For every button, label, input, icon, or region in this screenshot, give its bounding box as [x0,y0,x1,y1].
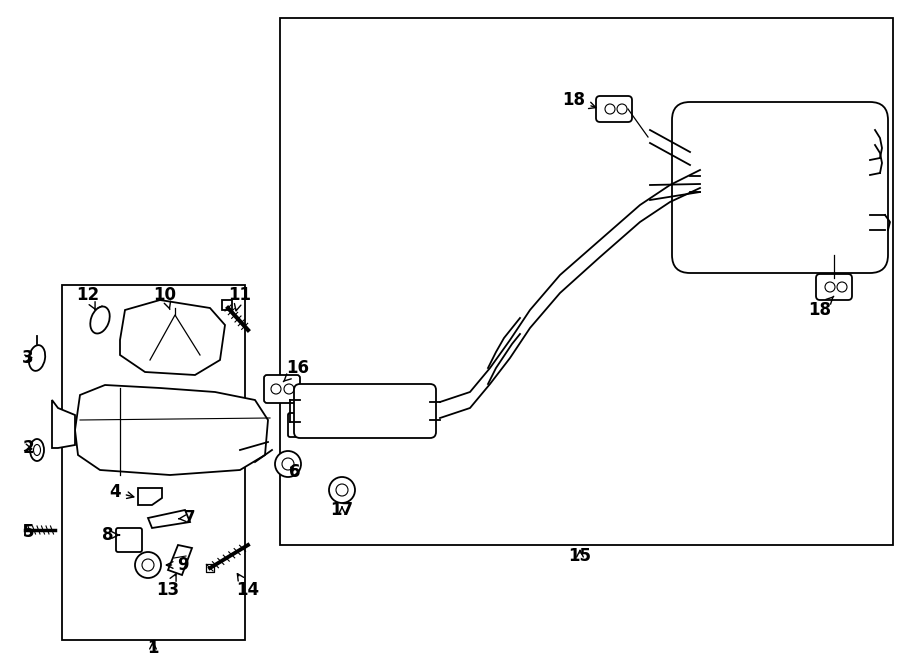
Circle shape [142,559,154,571]
Text: 12: 12 [76,286,100,309]
FancyBboxPatch shape [596,96,632,122]
Ellipse shape [90,307,110,334]
Circle shape [825,282,835,292]
Text: 6: 6 [289,463,301,481]
FancyBboxPatch shape [294,384,436,438]
Ellipse shape [29,345,45,371]
Text: 11: 11 [229,286,251,311]
Text: 17: 17 [330,501,354,519]
Text: 14: 14 [237,574,259,599]
Polygon shape [120,300,225,375]
Circle shape [336,484,348,496]
Text: 8: 8 [103,526,120,544]
FancyBboxPatch shape [288,413,320,437]
Ellipse shape [33,444,40,455]
Text: 1: 1 [148,639,158,657]
FancyBboxPatch shape [816,274,852,300]
Circle shape [135,552,161,578]
Text: 5: 5 [22,523,34,541]
Polygon shape [138,488,162,505]
Bar [62,285,245,640]
Polygon shape [148,510,190,528]
Bar [222,300,232,310]
Polygon shape [75,385,268,475]
Text: 15: 15 [569,547,591,565]
Text: 16: 16 [284,359,310,381]
Circle shape [837,282,847,292]
Ellipse shape [30,439,44,461]
Circle shape [307,421,315,429]
Text: 18: 18 [808,296,833,319]
FancyBboxPatch shape [672,102,888,273]
Circle shape [271,384,281,394]
Circle shape [295,421,303,429]
Circle shape [329,477,355,503]
Polygon shape [168,545,192,575]
Text: 10: 10 [154,286,176,309]
Circle shape [275,451,301,477]
Polygon shape [52,400,75,448]
Text: 13: 13 [157,574,180,599]
FancyBboxPatch shape [116,528,142,552]
Text: 18: 18 [562,91,596,109]
Circle shape [284,384,294,394]
Circle shape [282,458,294,470]
Circle shape [605,104,615,114]
FancyBboxPatch shape [264,375,300,403]
Text: 2: 2 [22,439,34,457]
Bar [280,18,893,545]
Text: 3: 3 [22,349,34,367]
Circle shape [617,104,627,114]
Text: 9: 9 [166,556,189,574]
Text: 7: 7 [178,509,196,527]
Text: 4: 4 [109,483,134,501]
